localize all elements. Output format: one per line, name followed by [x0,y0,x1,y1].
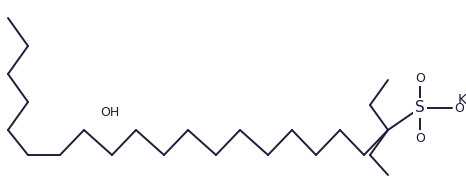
Text: O: O [415,71,425,84]
Text: OH: OH [100,105,119,118]
Text: K: K [458,93,466,107]
Text: O: O [454,102,464,115]
Text: S: S [415,100,425,116]
Text: O: O [415,132,425,145]
